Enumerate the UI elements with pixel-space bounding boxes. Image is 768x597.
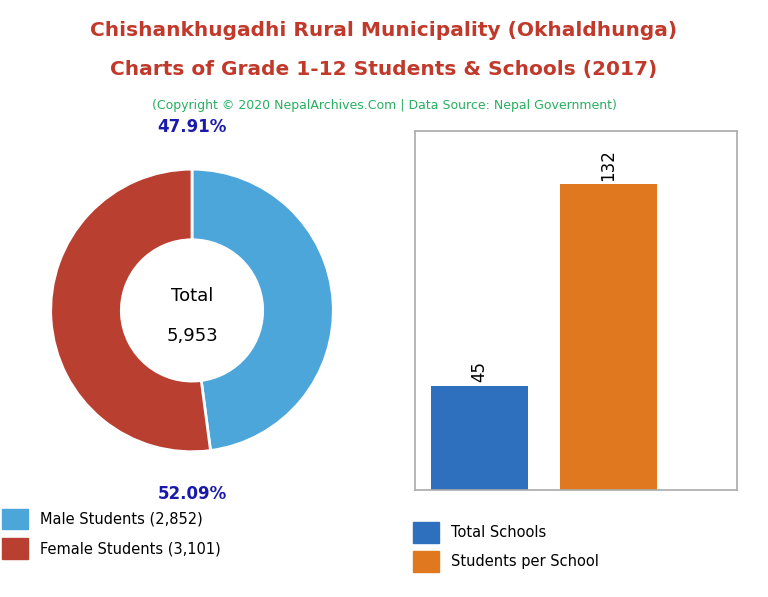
Text: 52.09%: 52.09% bbox=[157, 485, 227, 503]
Text: (Copyright © 2020 NepalArchives.Com | Data Source: Nepal Government): (Copyright © 2020 NepalArchives.Com | Da… bbox=[151, 99, 617, 112]
Text: Total: Total bbox=[170, 287, 214, 305]
Wedge shape bbox=[192, 169, 333, 451]
Text: 47.91%: 47.91% bbox=[157, 118, 227, 136]
Text: 45: 45 bbox=[470, 361, 488, 382]
Legend: Total Schools, Students per School: Total Schools, Students per School bbox=[406, 515, 606, 579]
Text: Charts of Grade 1-12 Students & Schools (2017): Charts of Grade 1-12 Students & Schools … bbox=[111, 60, 657, 79]
Text: 132: 132 bbox=[599, 149, 617, 181]
Text: 5,953: 5,953 bbox=[166, 327, 218, 345]
Text: Chishankhugadhi Rural Municipality (Okhaldhunga): Chishankhugadhi Rural Municipality (Okha… bbox=[91, 21, 677, 40]
Bar bbox=[560, 184, 657, 490]
Wedge shape bbox=[51, 169, 210, 452]
Bar bbox=[431, 386, 528, 490]
Legend: Male Students (2,852), Female Students (3,101): Male Students (2,852), Female Students (… bbox=[0, 501, 227, 566]
